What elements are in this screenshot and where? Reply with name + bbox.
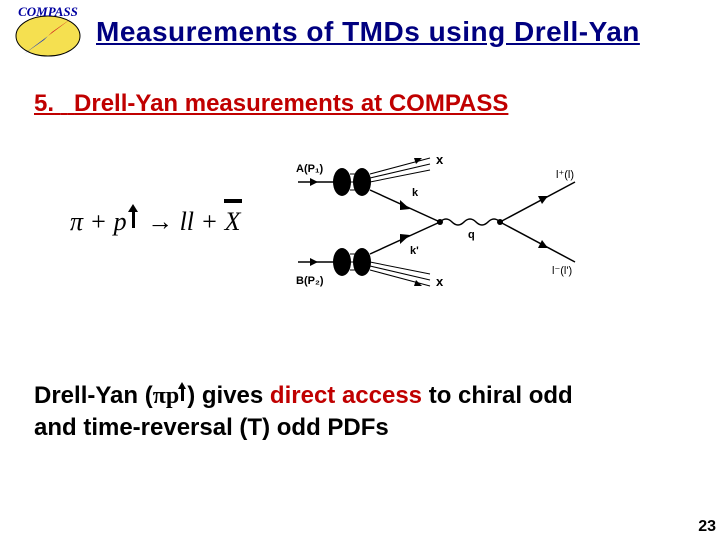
equation-row: π + p → ll + X [0,152,720,292]
bottom-highlight: direct access [270,382,422,409]
label-q: q [468,229,475,241]
title-bar: COMPASS Measurements of TMDs using Drell… [0,0,720,68]
eq-pi: π [70,207,83,236]
feynman-diagram: A(P₁) B(P₂) x x k k' q l⁺(l) l⁻(l') [290,152,590,292]
label-A: A(P₁) [296,163,323,175]
eq-arrow: → [141,207,180,236]
ll-overbar-icon [224,199,242,203]
bottom-post1: to chiral odd [422,382,573,409]
bottom-pre: Drell-Yan ( [34,382,153,409]
bottom-post2: and time-reversal (T) odd PDFs [34,414,389,441]
bottom-p: p [166,383,179,409]
label-B: B(P₂) [296,275,324,287]
label-X-top: x [436,152,444,167]
section-heading: 5. Drell-Yan measurements at COMPASS [34,90,720,118]
slide-title: Measurements of TMDs using Drell-Yan [96,16,640,48]
label-lplus: l⁺(l) [556,169,574,181]
bottom-pi: π [153,383,166,409]
section-number: 5. [34,90,54,117]
section-text: Drell-Yan measurements at COMPASS [74,90,508,117]
label-X-bot: x [436,274,444,289]
label-kprime: k' [410,245,419,257]
eq-plus: + [83,207,114,236]
logo-text: COMPASS [18,6,78,19]
label-lminus: l⁻(l') [552,265,572,277]
eq-X: + X [194,207,240,236]
process-equation: π + p → ll + X [70,207,240,237]
bottom-statement: Drell-Yan (πp ) gives direct access to ch… [34,380,688,445]
label-k: k [412,187,419,199]
compass-logo: COMPASS [8,6,88,58]
eq-p: p [114,207,127,236]
eq-ll: ll [180,207,194,236]
bottom-mid: ) gives [187,382,270,409]
page-number: 23 [698,518,716,536]
